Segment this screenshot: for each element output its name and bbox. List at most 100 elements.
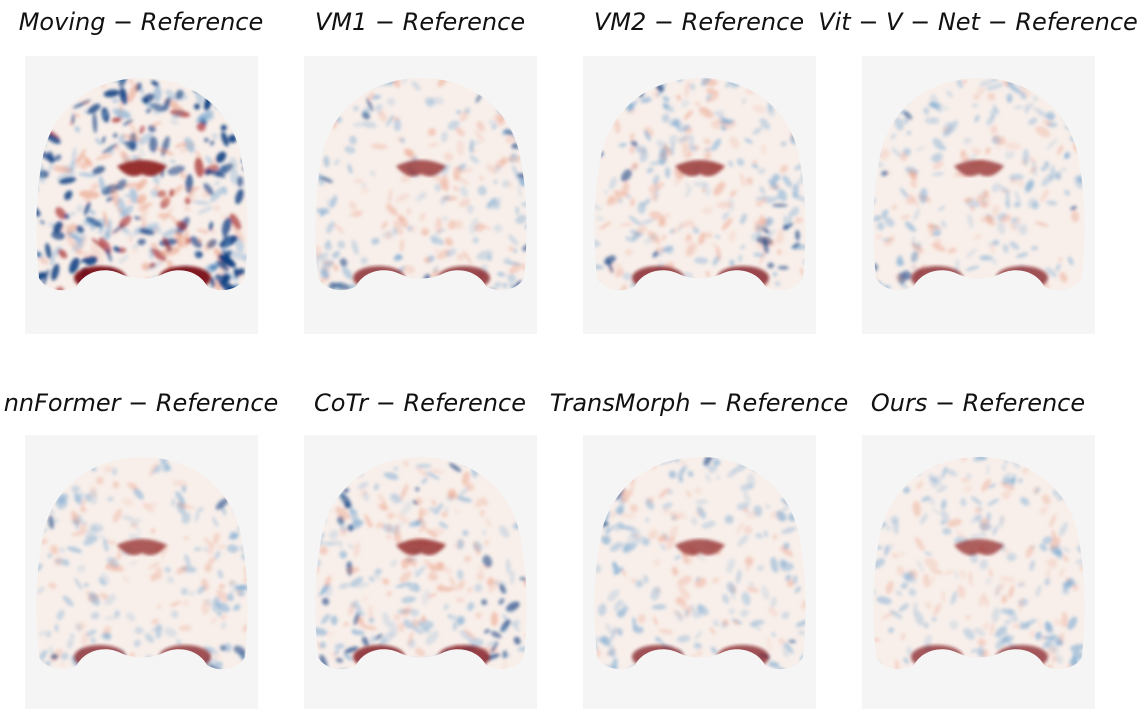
blob xyxy=(170,120,180,125)
blob xyxy=(158,259,164,265)
blob xyxy=(427,142,439,147)
blob xyxy=(455,127,465,137)
blob xyxy=(617,503,625,515)
blob xyxy=(629,504,639,513)
blob xyxy=(100,633,111,639)
blob xyxy=(1012,624,1022,629)
blob xyxy=(128,79,134,84)
blob xyxy=(233,645,246,655)
blob xyxy=(90,612,100,620)
blob xyxy=(399,238,404,252)
blob xyxy=(652,174,660,186)
blob xyxy=(692,227,700,234)
panel-image xyxy=(304,435,537,709)
blob xyxy=(445,248,457,258)
blob xyxy=(150,103,165,112)
panel-image xyxy=(862,435,1095,709)
blob xyxy=(1008,584,1015,599)
blob xyxy=(53,221,63,233)
blob xyxy=(900,582,908,589)
blob xyxy=(171,479,188,487)
blob xyxy=(175,639,182,646)
blob xyxy=(1005,141,1022,151)
blob xyxy=(37,586,45,594)
blob xyxy=(930,567,943,575)
blob xyxy=(709,627,716,635)
blob xyxy=(915,480,924,490)
blob xyxy=(117,254,130,264)
blob xyxy=(47,553,53,559)
blob xyxy=(794,217,804,224)
blob xyxy=(221,621,227,630)
blob xyxy=(1054,640,1064,646)
blob xyxy=(908,588,917,597)
blob xyxy=(216,611,223,617)
blob xyxy=(133,216,142,220)
blob xyxy=(973,457,987,462)
blob xyxy=(1031,160,1037,177)
blob xyxy=(143,98,149,104)
blob xyxy=(880,611,895,620)
blob xyxy=(339,258,348,267)
blob xyxy=(521,201,527,207)
blob xyxy=(111,116,122,123)
blob xyxy=(986,464,990,475)
blob xyxy=(77,564,86,573)
blob xyxy=(515,206,520,216)
blob xyxy=(896,565,905,576)
blob xyxy=(395,582,412,589)
blob xyxy=(919,187,928,204)
blob xyxy=(595,215,604,221)
blob xyxy=(643,234,658,245)
blob xyxy=(235,188,244,205)
blob xyxy=(979,644,985,655)
blob xyxy=(393,220,404,236)
blob xyxy=(114,145,120,151)
panel-image xyxy=(583,56,816,334)
blob xyxy=(64,213,70,220)
blob xyxy=(192,200,211,205)
blob xyxy=(100,592,109,600)
blob xyxy=(795,229,800,241)
blob xyxy=(210,186,225,203)
blob xyxy=(1034,107,1049,119)
blob xyxy=(160,191,165,197)
blob xyxy=(87,218,107,225)
blob xyxy=(443,603,449,611)
blob xyxy=(1058,568,1065,578)
blob xyxy=(916,559,924,572)
blob xyxy=(993,239,1000,246)
blob xyxy=(51,245,62,258)
blob xyxy=(205,155,213,165)
blob xyxy=(432,265,439,273)
blob xyxy=(80,499,87,507)
blob xyxy=(1032,96,1039,102)
blob xyxy=(409,225,417,233)
blob xyxy=(990,109,997,118)
blob xyxy=(334,282,351,290)
blob xyxy=(456,253,465,261)
blob xyxy=(456,486,469,500)
blob xyxy=(86,590,91,595)
blob xyxy=(107,496,114,502)
blob xyxy=(1018,223,1024,236)
blob xyxy=(973,627,986,637)
blob xyxy=(457,537,465,550)
blob xyxy=(74,577,83,591)
blob xyxy=(507,273,517,283)
blob xyxy=(457,163,467,172)
blob xyxy=(758,249,767,266)
blob xyxy=(922,573,931,588)
blob xyxy=(610,511,617,518)
blob xyxy=(751,622,762,632)
blob xyxy=(675,596,686,606)
blob xyxy=(197,238,203,243)
blob xyxy=(227,544,239,553)
blob xyxy=(628,215,642,226)
blob xyxy=(183,205,191,212)
blob xyxy=(706,93,712,101)
blob xyxy=(517,185,522,198)
blob xyxy=(658,148,668,166)
blob xyxy=(716,201,733,209)
blob xyxy=(169,601,181,607)
